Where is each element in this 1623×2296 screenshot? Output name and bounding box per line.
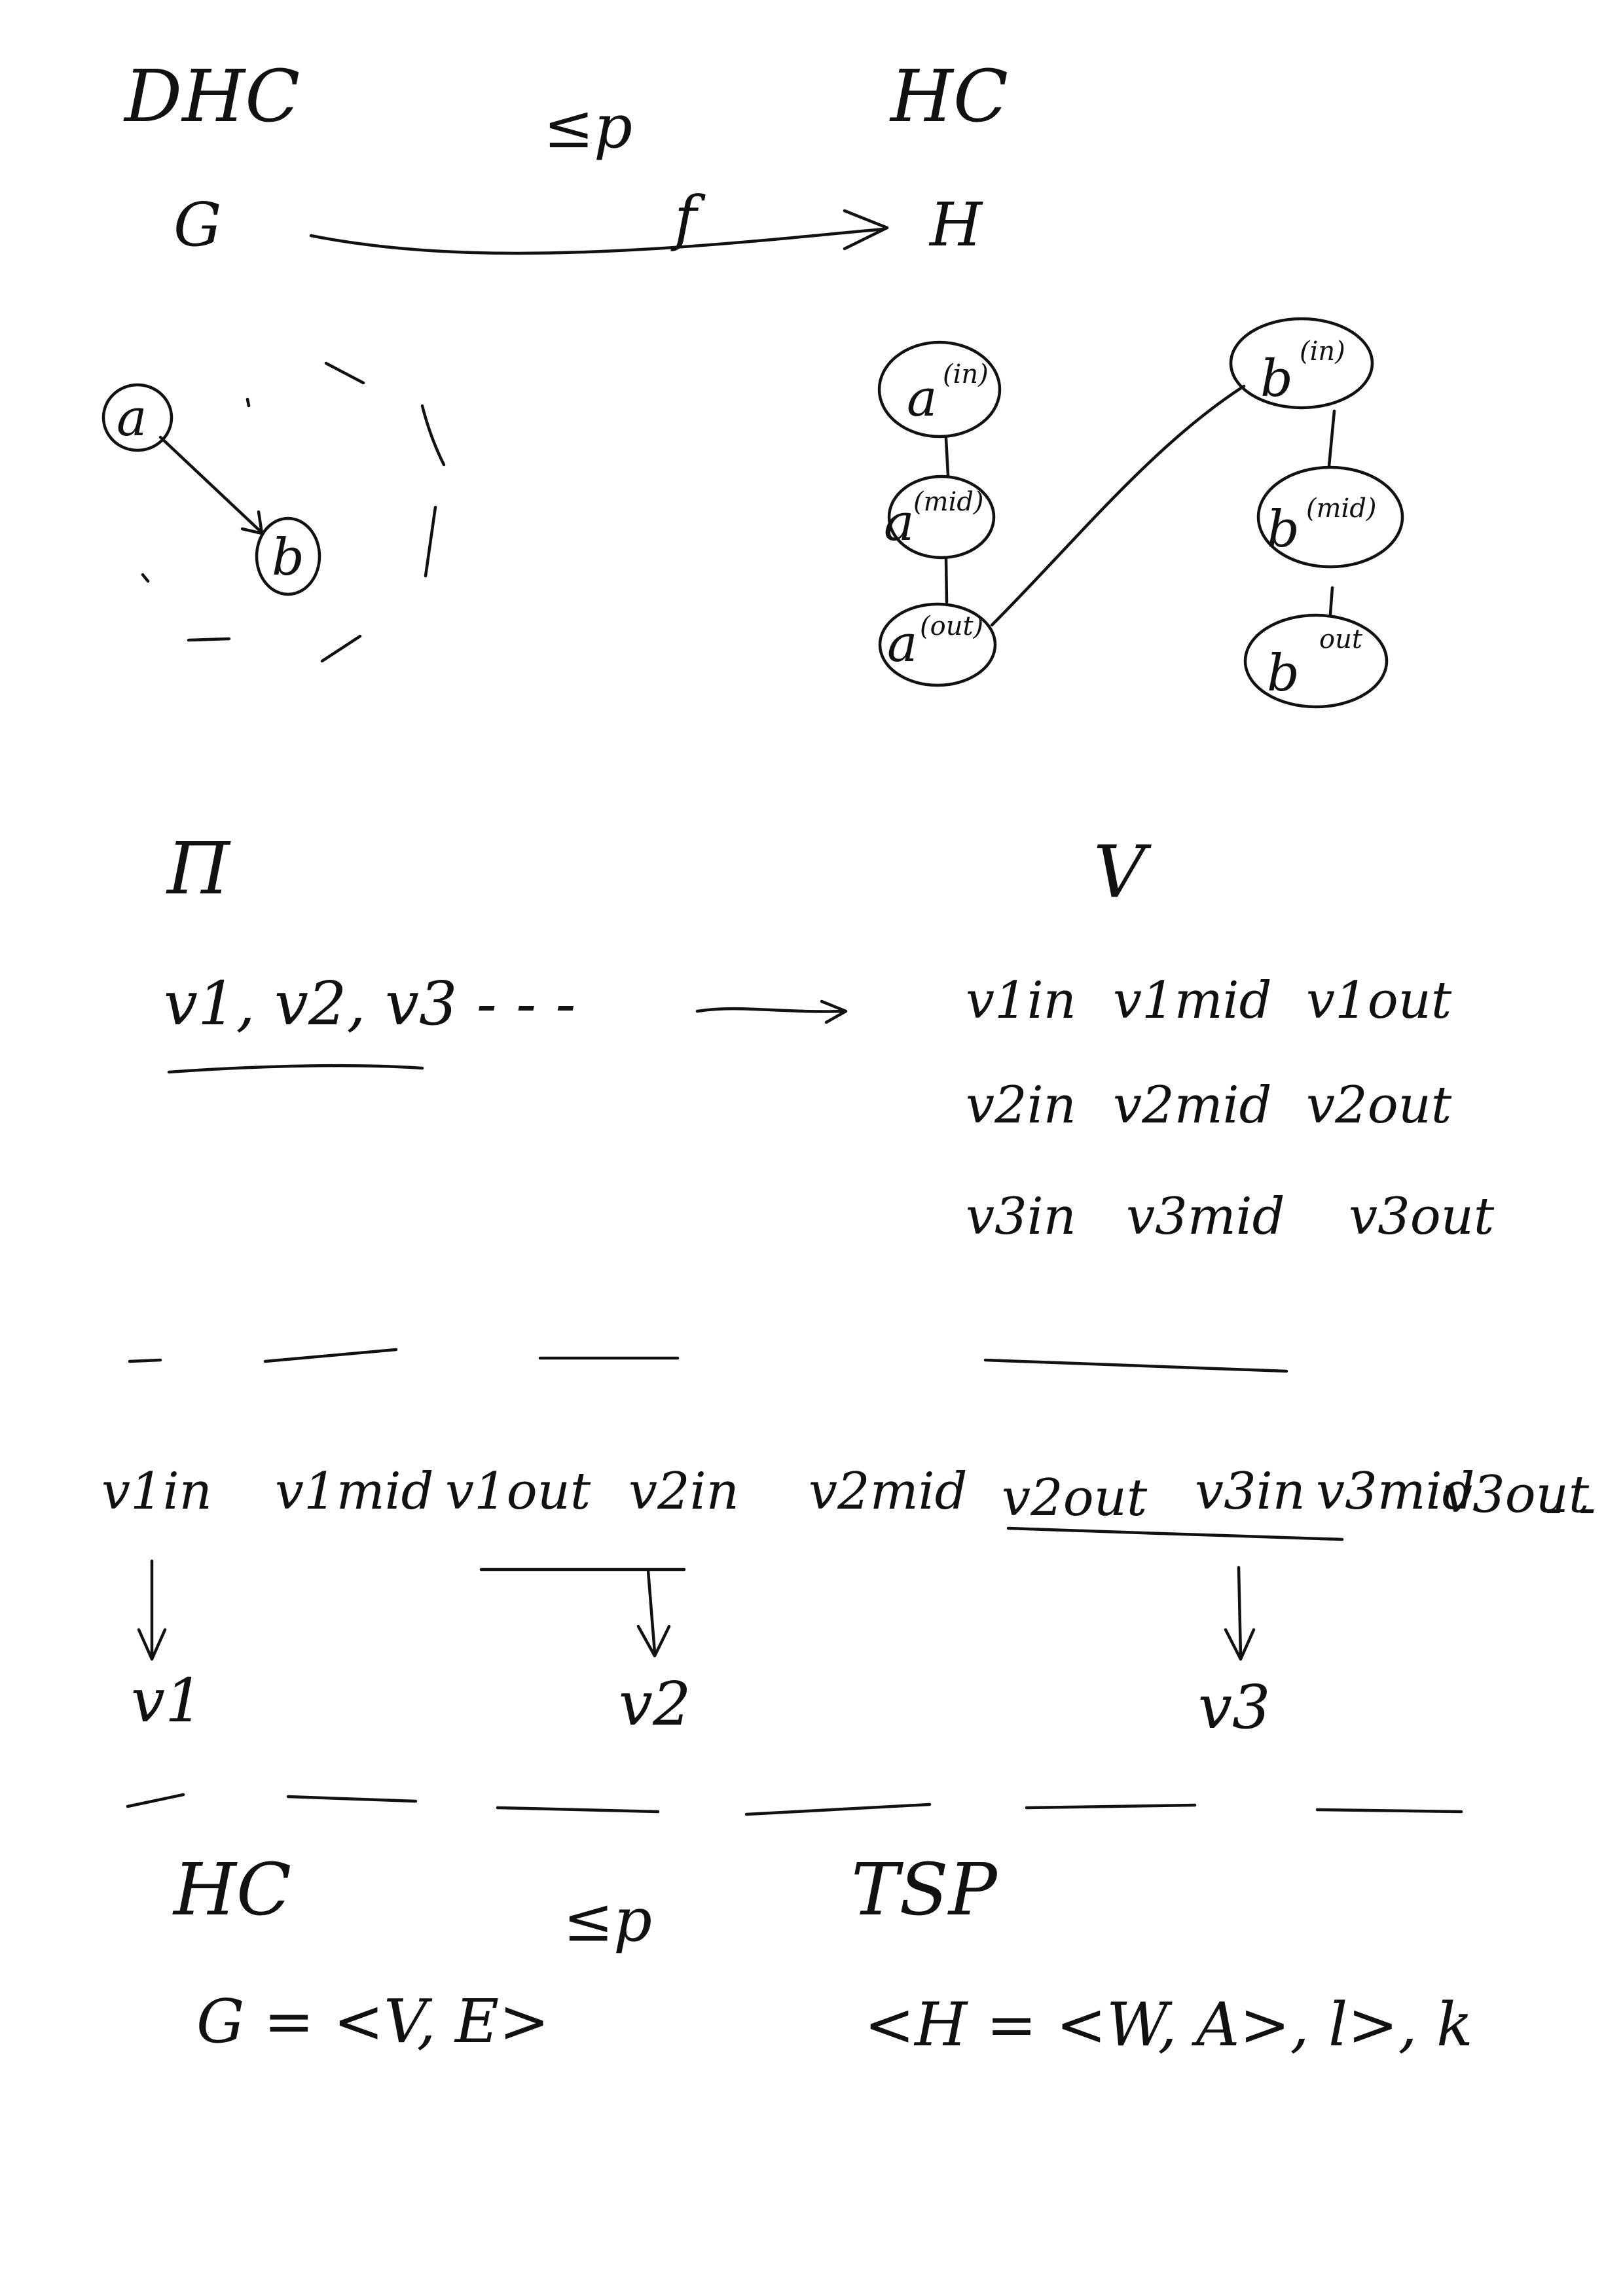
reduction-symbol-bottom: ≤p	[563, 1885, 652, 1955]
seq-v2-mid: v2mid	[809, 1462, 968, 1521]
v2-in: v2in	[966, 1076, 1076, 1135]
pi-symbol: Π	[166, 827, 231, 910]
node-a-mid-base: a	[884, 493, 915, 552]
seq-v1-in: v1in	[101, 1462, 212, 1521]
group-underline-v3	[1006, 1526, 1344, 1541]
node-b-out-base: b	[1267, 644, 1300, 703]
divider-dash	[263, 1348, 398, 1363]
v1-in: v1in	[966, 971, 1076, 1030]
mapping-arrow	[695, 999, 848, 1024]
undirected-graph: a (in) a (mid) a (out) b (in) b (mid) b …	[877, 317, 1404, 709]
edge-b-mid-out	[1328, 586, 1334, 616]
function-f-label: f	[670, 183, 706, 253]
v3-in: v3in	[966, 1187, 1076, 1246]
dash-mark	[187, 637, 231, 642]
seq-v3-out: v3out	[1444, 1465, 1590, 1524]
divider-dash	[496, 1806, 660, 1814]
arrow-to-v3	[1224, 1566, 1256, 1661]
node-b-out	[1243, 613, 1389, 709]
divider-dash	[286, 1795, 418, 1803]
node-a-in-sup: (in)	[943, 359, 989, 389]
dhc-title: DHC	[123, 54, 300, 138]
graph-g-label: G	[173, 190, 222, 260]
reduction-symbol-top: ≤p	[543, 92, 632, 162]
node-b-label: b	[272, 528, 304, 587]
dash-mark	[246, 397, 251, 408]
seq-v3-mid: v3mid	[1316, 1462, 1475, 1521]
divider-dash	[983, 1358, 1288, 1373]
result-v3: v3	[1198, 1672, 1271, 1742]
tsp-title: TSP	[851, 1848, 998, 1931]
dash-mark	[420, 404, 446, 467]
v2-out: v2out	[1306, 1076, 1452, 1135]
node-a-circle	[101, 383, 173, 452]
node-b-mid-sup: (mid)	[1306, 493, 1377, 524]
expanded-sequence: v1in v1mid v1out v2in v2mid v2out v3in v…	[101, 1462, 1596, 1537]
node-b-in-sup: (in)	[1300, 336, 1345, 367]
node-b-mid-base: b	[1267, 500, 1300, 559]
dash-mark	[324, 361, 365, 385]
directed-graph: a b	[101, 361, 446, 663]
v2-mid: v2mid	[1113, 1076, 1272, 1135]
seq-v1-mid: v1mid	[275, 1462, 434, 1521]
seq-v1-out: v1out	[445, 1462, 591, 1521]
node-a-mid-sup: (mid)	[913, 487, 984, 517]
result-v1: v1	[131, 1666, 204, 1736]
hc-title: HC	[889, 54, 1008, 138]
node-b-out-sup: out	[1319, 624, 1363, 655]
arrow-to-v1	[137, 1559, 167, 1661]
dash-mark	[320, 634, 362, 663]
node-a-out	[878, 602, 997, 687]
tsp-instance: <H = <W, A>, l>, k	[864, 1990, 1473, 2060]
hc-title-bottom: HC	[172, 1848, 291, 1931]
arrow-to-v2	[636, 1569, 671, 1658]
seq-v2-out: v2out	[1002, 1469, 1148, 1528]
edge-a-out-b-in	[990, 384, 1246, 627]
divider-dash	[744, 1803, 932, 1816]
v3-out: v3out	[1349, 1187, 1495, 1246]
edge-b-in-mid	[1327, 409, 1336, 468]
node-b-in	[1229, 317, 1374, 410]
node-a-in-base: a	[907, 369, 938, 428]
node-a-label: a	[117, 389, 147, 448]
seq-v3-in: v3in	[1195, 1462, 1305, 1521]
edge-a-mid-out	[944, 557, 949, 604]
node-b-mid	[1256, 465, 1404, 569]
divider-dash	[1025, 1803, 1197, 1810]
dash-mark	[424, 505, 437, 578]
node-b-in-base: b	[1260, 350, 1293, 408]
v-symbol: V	[1093, 830, 1152, 914]
node-a-mid	[887, 475, 996, 560]
dash-mark	[141, 573, 150, 583]
divider-dash	[1315, 1808, 1463, 1814]
v3-mid: v3mid	[1126, 1187, 1285, 1246]
sequence-underline	[167, 1064, 424, 1074]
node-b-circle	[255, 516, 321, 596]
node-a-in	[877, 340, 1002, 439]
reduction-arrow	[309, 209, 889, 255]
permutation-sequence: v1, v2, v3 - - -	[164, 969, 576, 1039]
node-a-out-base: a	[887, 615, 918, 673]
edge-a-in-mid	[944, 437, 950, 477]
graph-h-label: H	[928, 190, 983, 260]
divider-dash	[128, 1358, 162, 1363]
seq-ellipsis: - -	[1545, 1479, 1596, 1537]
result-v2: v2	[619, 1669, 691, 1739]
seq-v2-in: v2in	[629, 1462, 739, 1521]
hc-instance: G = <V, E>	[196, 1986, 549, 2056]
edge-a-to-b	[158, 435, 264, 535]
v1-mid: v1mid	[1113, 971, 1272, 1030]
node-a-out-sup: (out)	[920, 611, 983, 641]
vertex-expansion-table: v1in v1mid v1out v2in v2mid v2out v3in v…	[966, 971, 1495, 1246]
divider-dash	[126, 1793, 185, 1808]
v1-out: v1out	[1306, 971, 1452, 1030]
